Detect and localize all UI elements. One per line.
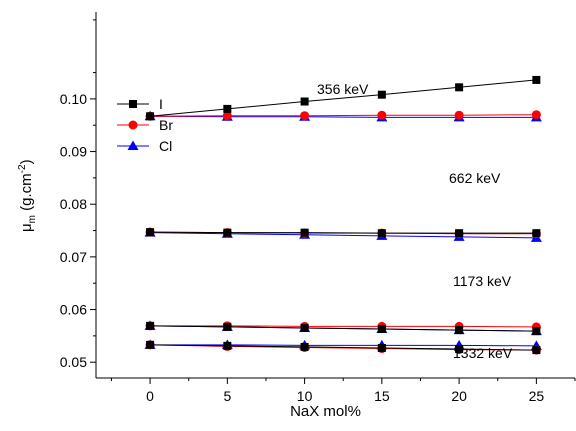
- x-tick-label: 0: [146, 388, 154, 404]
- data-point: [222, 111, 232, 121]
- data-point: [532, 346, 541, 355]
- y-tick-label: 0.10: [60, 91, 87, 107]
- data-point: [454, 110, 464, 120]
- energy-label: 1173 keV: [453, 273, 512, 289]
- data-point: [300, 97, 309, 106]
- data-point: [532, 327, 541, 336]
- series-line: [150, 231, 537, 234]
- data-point: [531, 110, 541, 120]
- ticks: 0 5 10 15 20 25 0.05 0.06 0.07 0.08 0.09 0.10: [60, 19, 576, 404]
- legend-label: Cl: [159, 138, 172, 154]
- legend-label: I: [159, 96, 163, 112]
- data-point: [146, 321, 155, 330]
- legend-item: Br: [117, 117, 173, 133]
- x-tick-label: 5: [223, 388, 231, 404]
- data-point: [455, 326, 464, 335]
- series-group: [144, 227, 542, 242]
- x-tick-label: 15: [374, 388, 390, 404]
- x-axis-label: NaX mol%: [290, 403, 361, 420]
- data-point: [300, 342, 309, 351]
- x-tick-label: 10: [297, 388, 313, 404]
- data-point: [300, 323, 309, 332]
- data-point: [223, 341, 232, 350]
- legend-item: Cl: [117, 138, 172, 154]
- data-point: [146, 112, 155, 121]
- energy-label: 662 keV: [449, 170, 501, 186]
- y-tick-label: 0.08: [60, 196, 87, 212]
- y-tick-label: 0.06: [60, 302, 87, 318]
- data-point: [532, 229, 541, 238]
- data-point: [223, 228, 232, 237]
- axes: [95, 12, 575, 379]
- data-point: [223, 104, 232, 113]
- data-point: [377, 110, 387, 120]
- data-point: [377, 229, 386, 238]
- series-layer: [144, 75, 542, 355]
- legend: I Br Cl: [117, 96, 173, 154]
- data-point: [146, 340, 155, 349]
- series-line: [150, 344, 537, 351]
- series-line: [150, 114, 537, 117]
- y-tick-label: 0.09: [60, 144, 87, 160]
- energy-label: 356 keV: [317, 81, 369, 97]
- data-point: [127, 140, 139, 150]
- data-point: [129, 100, 137, 108]
- series-group: [144, 75, 542, 122]
- data-point: [455, 83, 464, 92]
- legend-item: I: [117, 96, 163, 112]
- series-line: [150, 344, 537, 347]
- y-axis-label: μm (g.cm-2): [17, 159, 38, 232]
- energy-label: 1332 keV: [453, 345, 513, 361]
- data-point: [455, 345, 464, 354]
- x-tick-label: 25: [529, 388, 545, 404]
- series-line: [150, 325, 537, 328]
- data-point: [146, 228, 155, 237]
- data-point: [128, 120, 138, 130]
- data-point: [300, 228, 309, 237]
- data-point: [223, 322, 232, 331]
- annotations: 356 keV 662 keV 1173 keV 1332 keV: [317, 81, 513, 361]
- y-tick-label: 0.07: [60, 249, 87, 265]
- series-group: [144, 339, 542, 355]
- data-point: [300, 111, 310, 121]
- data-point: [377, 343, 386, 352]
- series-line: [150, 79, 537, 117]
- data-point: [377, 90, 386, 99]
- data-point: [532, 75, 541, 84]
- series-line: [150, 325, 537, 332]
- series-line: [150, 232, 537, 239]
- x-tick-label: 20: [451, 388, 467, 404]
- legend-label: Br: [159, 117, 173, 133]
- series-group: [144, 320, 542, 336]
- y-tick-label: 0.05: [60, 354, 87, 370]
- data-point: [455, 229, 464, 238]
- data-point: [377, 325, 386, 334]
- series-line: [150, 115, 537, 118]
